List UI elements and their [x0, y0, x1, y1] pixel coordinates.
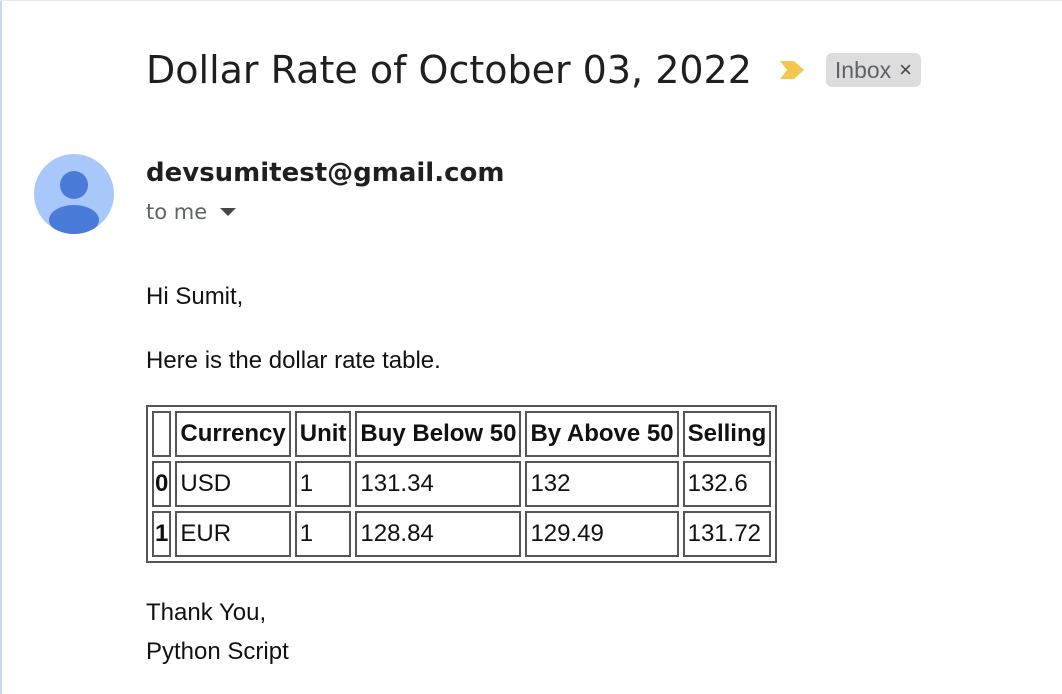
table-row: 1 EUR 1 128.84 129.49 131.72 — [152, 511, 772, 557]
rate-table: Currency Unit Buy Below 50 By Above 50 S… — [146, 405, 778, 563]
row-index: 0 — [152, 461, 172, 507]
column-header-by-above-50: By Above 50 — [525, 411, 679, 457]
sender-email: devsumitest@gmail.com — [146, 158, 505, 188]
selling-cell: 132.6 — [682, 461, 772, 507]
unit-cell: 1 — [294, 461, 352, 507]
unit-cell: 1 — [294, 511, 352, 557]
currency-cell: USD — [175, 461, 291, 507]
person-icon — [49, 171, 99, 234]
left-border — [0, 0, 2, 694]
column-header-buy-below-50: Buy Below 50 — [355, 411, 522, 457]
buy-below-50-cell: 131.34 — [355, 461, 522, 507]
greeting: Hi Sumit, — [146, 283, 244, 310]
column-header-currency: Currency — [175, 411, 291, 457]
table-header-row: Currency Unit Buy Below 50 By Above 50 S… — [152, 411, 772, 457]
recipient-details-toggle[interactable]: to me — [146, 200, 237, 224]
subject-row: Dollar Rate of October 03, 2022 Inbox × — [146, 44, 922, 96]
sender-avatar[interactable] — [34, 154, 114, 234]
inbox-label-chip: Inbox × — [825, 53, 922, 87]
buy-below-50-cell: 128.84 — [355, 511, 522, 557]
column-header-index — [152, 411, 172, 457]
by-above-50-cell: 129.49 — [525, 511, 679, 557]
row-index: 1 — [152, 511, 172, 557]
currency-cell: EUR — [175, 511, 291, 557]
email-subject: Dollar Rate of October 03, 2022 — [146, 48, 752, 92]
remove-label-close-icon[interactable]: × — [899, 57, 913, 82]
intro-text: Here is the dollar rate table. — [146, 347, 441, 374]
closing-text: Thank You, — [146, 599, 267, 626]
signature-text: Python Script — [146, 638, 289, 665]
inbox-label-text: Inbox — [834, 56, 892, 83]
top-border — [0, 0, 1062, 1]
importance-marker-icon[interactable] — [778, 59, 806, 81]
column-header-unit: Unit — [294, 411, 352, 457]
column-header-selling: Selling — [682, 411, 772, 457]
recipient-text: to me — [146, 200, 208, 224]
selling-cell: 131.72 — [682, 511, 772, 557]
table-row: 0 USD 1 131.34 132 132.6 — [152, 461, 772, 507]
caret-down-icon[interactable] — [220, 208, 237, 216]
by-above-50-cell: 132 — [525, 461, 679, 507]
